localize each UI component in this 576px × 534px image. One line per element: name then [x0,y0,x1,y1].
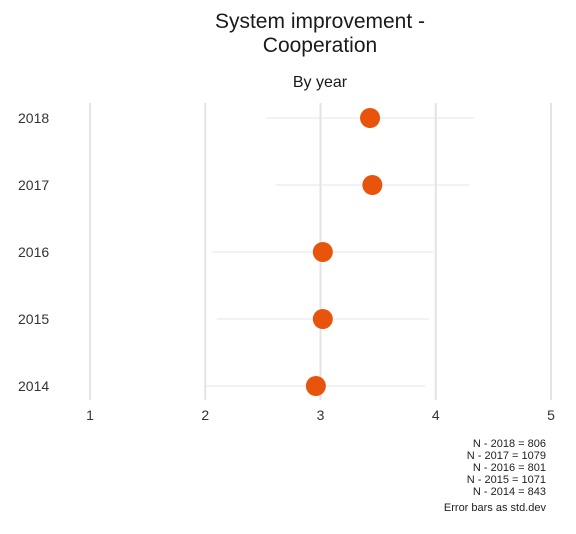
chart-subtitle: By year [292,74,348,91]
note-n-2015: N - 2015 = 1071 [466,474,546,486]
point-2015 [312,309,333,329]
errorbar-caption: Error bars as std.dev [443,502,546,514]
x-tick-label-2: 2 [201,407,209,423]
note-n-2016: N - 2016 = 801 [472,462,546,474]
y-tick-label-2018: 2018 [18,110,49,126]
chart-title-line-1: System improvement - [214,10,426,33]
chart-title: System improvement - Cooperation [0,10,576,58]
chart-title-line-2: Cooperation [262,34,378,57]
x-tick-label-5: 5 [547,407,555,423]
sample-size-notes: N - 2018 = 806 N - 2017 = 1079 N - 2016 … [467,438,546,498]
x-tick-label-1: 1 [86,407,94,423]
y-tick-label-2016: 2016 [18,244,49,260]
x-tick-label-4: 4 [432,407,440,423]
point-2017 [362,175,383,195]
point-2014 [305,376,326,396]
point-2018 [360,108,381,128]
note-n-2014: N - 2014 = 843 [472,486,546,498]
y-tick-label-2015: 2015 [18,311,49,327]
note-n-2017: N - 2017 = 1079 [466,450,546,462]
y-tick-label-2014: 2014 [18,378,49,394]
note-n-2018: N - 2018 = 806 [472,438,546,450]
x-tick-label-3: 3 [317,407,325,423]
point-2016 [312,242,333,262]
y-tick-label-2017: 2017 [18,177,49,193]
